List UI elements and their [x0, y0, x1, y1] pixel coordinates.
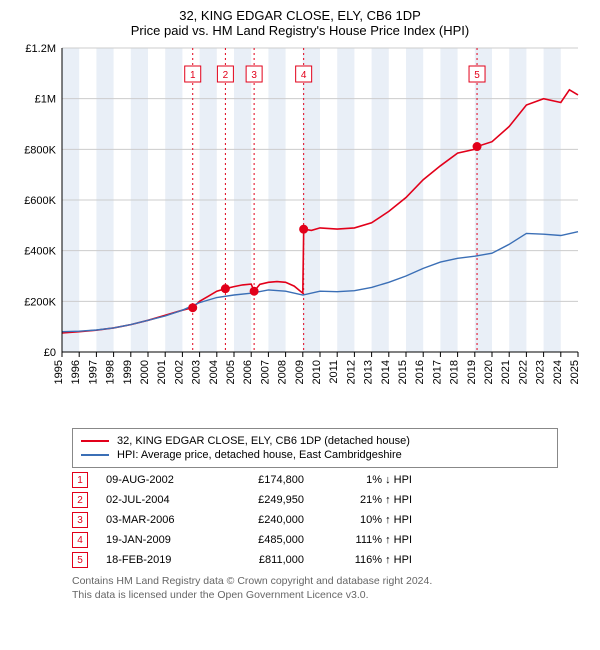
svg-text:1996: 1996: [70, 360, 82, 384]
sale-price: £249,950: [224, 494, 304, 506]
svg-text:2: 2: [223, 70, 229, 81]
sale-price: £240,000: [224, 514, 304, 526]
svg-text:2012: 2012: [345, 360, 357, 384]
svg-text:2023: 2023: [535, 360, 547, 384]
legend-row: HPI: Average price, detached house, East…: [81, 449, 549, 461]
footer-line-1: Contains HM Land Registry data © Crown c…: [72, 574, 558, 588]
sale-price: £811,000: [224, 554, 304, 566]
svg-text:2017: 2017: [431, 360, 443, 384]
svg-text:2003: 2003: [191, 360, 203, 384]
svg-text:1997: 1997: [87, 360, 99, 384]
legend-swatch: [81, 454, 109, 456]
svg-text:2015: 2015: [397, 360, 409, 384]
svg-text:1995: 1995: [53, 360, 65, 384]
svg-text:1998: 1998: [105, 360, 117, 384]
footer-line-2: This data is licensed under the Open Gov…: [72, 588, 558, 602]
svg-text:2002: 2002: [173, 360, 185, 384]
svg-text:3: 3: [251, 70, 257, 81]
svg-text:2020: 2020: [483, 360, 495, 384]
svg-text:£600K: £600K: [24, 195, 56, 207]
svg-text:2014: 2014: [380, 360, 392, 384]
svg-text:5: 5: [474, 70, 480, 81]
sale-marker-box: 5: [72, 552, 88, 568]
sale-date: 18-FEB-2019: [106, 554, 206, 566]
legend-label: 32, KING EDGAR CLOSE, ELY, CB6 1DP (deta…: [117, 435, 410, 447]
legend-box: 32, KING EDGAR CLOSE, ELY, CB6 1DP (deta…: [72, 428, 558, 468]
svg-text:£400K: £400K: [24, 246, 56, 258]
legend-label: HPI: Average price, detached house, East…: [117, 449, 402, 461]
svg-text:£1M: £1M: [35, 94, 56, 106]
svg-text:2024: 2024: [552, 360, 564, 384]
sale-date: 03-MAR-2006: [106, 514, 206, 526]
svg-text:2006: 2006: [242, 360, 254, 384]
chart-title: 32, KING EDGAR CLOSE, ELY, CB6 1DP: [12, 8, 588, 23]
chart-area: £0 £200K £400K £600K £800K £1M £1.2M 1995 1996 19…: [12, 42, 588, 422]
svg-text:2000: 2000: [139, 360, 151, 384]
sale-date: 02-JUL-2004: [106, 494, 206, 506]
sale-marker-box: 2: [72, 492, 88, 508]
svg-text:2013: 2013: [363, 360, 375, 384]
svg-text:£800K: £800K: [24, 144, 56, 156]
sales-table: 1 09-AUG-2002 £174,800 1% ↓ HPI 2 02-JUL-2004…: [72, 472, 558, 568]
chart-subtitle: Price paid vs. HM Land Registry's House …: [12, 23, 588, 38]
svg-text:2004: 2004: [208, 360, 220, 384]
legend-swatch: [81, 440, 109, 442]
svg-text:£200K: £200K: [24, 296, 56, 308]
chart-container: 32, KING EDGAR CLOSE, ELY, CB6 1DP Price…: [0, 0, 600, 650]
svg-text:4: 4: [301, 70, 307, 81]
svg-text:1: 1: [190, 70, 196, 81]
sale-pct: 10% ↑ HPI: [322, 514, 412, 526]
svg-text:1999: 1999: [122, 360, 134, 384]
footer-text: Contains HM Land Registry data © Crown c…: [72, 574, 558, 602]
sale-pct: 1% ↓ HPI: [322, 474, 412, 486]
svg-text:£1.2M: £1.2M: [25, 43, 56, 55]
sale-pct: 116% ↑ HPI: [322, 554, 412, 566]
sale-price: £485,000: [224, 534, 304, 546]
svg-text:2018: 2018: [449, 360, 461, 384]
svg-text:2010: 2010: [311, 360, 323, 384]
svg-text:2022: 2022: [517, 360, 529, 384]
legend-row: 32, KING EDGAR CLOSE, ELY, CB6 1DP (deta…: [81, 435, 549, 447]
svg-text:2025: 2025: [569, 360, 581, 384]
sale-pct: 111% ↑ HPI: [322, 534, 412, 546]
sales-row: 3 03-MAR-2006 £240,000 10% ↑ HPI: [72, 512, 558, 528]
svg-text:£0: £0: [44, 347, 56, 359]
sale-marker-box: 1: [72, 472, 88, 488]
svg-text:2021: 2021: [500, 360, 512, 384]
sale-date: 19-JAN-2009: [106, 534, 206, 546]
svg-text:2007: 2007: [259, 360, 271, 384]
svg-text:2019: 2019: [466, 360, 478, 384]
svg-text:2016: 2016: [414, 360, 426, 384]
sales-row: 1 09-AUG-2002 £174,800 1% ↓ HPI: [72, 472, 558, 488]
svg-text:2001: 2001: [156, 360, 168, 384]
sales-row: 4 19-JAN-2009 £485,000 111% ↑ HPI: [72, 532, 558, 548]
sale-marker-box: 3: [72, 512, 88, 528]
svg-text:2009: 2009: [294, 360, 306, 384]
svg-text:2005: 2005: [225, 360, 237, 384]
svg-text:2011: 2011: [328, 360, 340, 384]
sales-row: 2 02-JUL-2004 £249,950 21% ↑ HPI: [72, 492, 558, 508]
sale-pct: 21% ↑ HPI: [322, 494, 412, 506]
sale-date: 09-AUG-2002: [106, 474, 206, 486]
chart-svg: £0 £200K £400K £600K £800K £1M £1.2M 1995 1996 19…: [12, 42, 588, 422]
sale-price: £174,800: [224, 474, 304, 486]
sales-row: 5 18-FEB-2019 £811,000 116% ↑ HPI: [72, 552, 558, 568]
sale-marker-box: 4: [72, 532, 88, 548]
svg-text:2008: 2008: [277, 360, 289, 384]
